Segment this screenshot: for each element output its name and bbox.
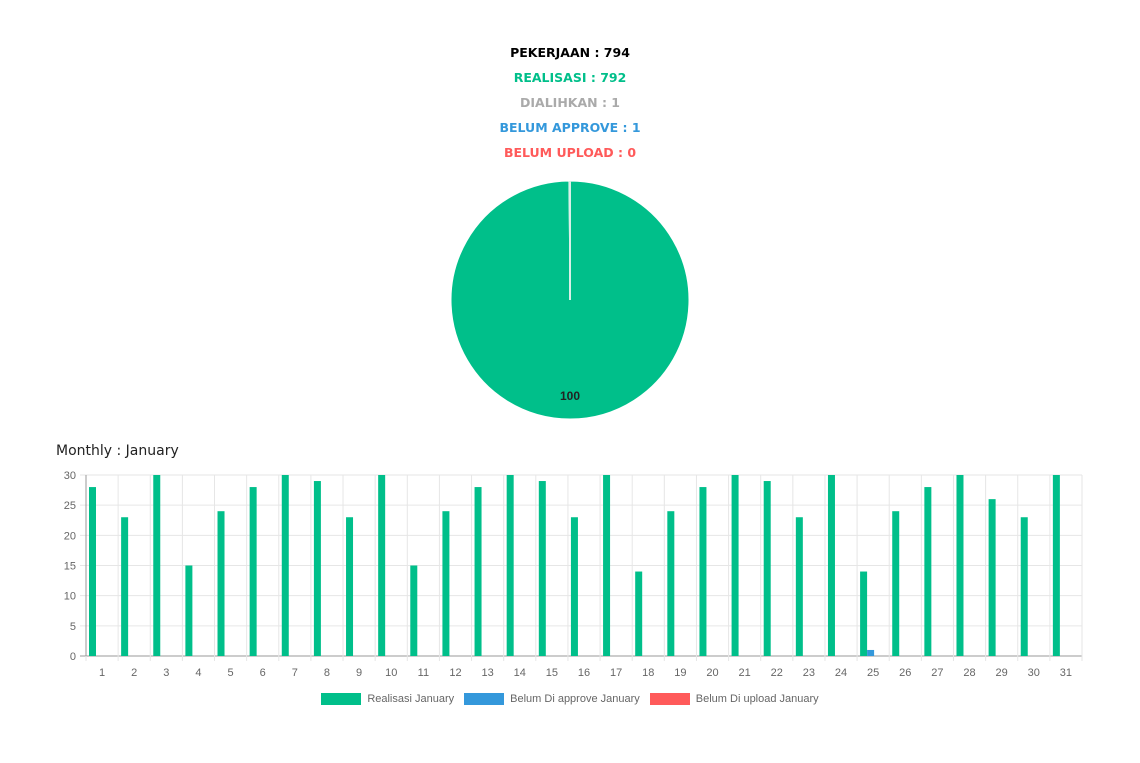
legend-label-realisasi: Realisasi January — [367, 693, 455, 705]
bar-realisasi-january-23[interactable] — [795, 517, 803, 656]
bar-realisasi-january-2[interactable] — [121, 517, 129, 656]
bar-realisasi-january-17[interactable] — [603, 475, 611, 656]
bar-realisasi-january-21[interactable] — [731, 475, 739, 656]
x-tick-label: 10 — [385, 667, 397, 679]
pie-chart: 100 — [450, 180, 690, 420]
bar-realisasi-january-28[interactable] — [956, 475, 964, 656]
x-tick-label: 29 — [996, 667, 1008, 679]
realisasi-total: REALISASI : 792 — [513, 70, 627, 85]
bar-realisasi-january-14[interactable] — [506, 475, 514, 656]
monthly-title: Monthly : January — [56, 443, 179, 459]
x-tick-label: 20 — [706, 667, 718, 679]
x-tick-label: 24 — [835, 667, 847, 679]
x-tick-label: 16 — [578, 667, 590, 679]
dialihkan-total: DIALIHKAN : 1 — [520, 95, 620, 110]
bar-realisasi-january-31[interactable] — [1052, 475, 1060, 656]
legend-swatch-belum-approve — [464, 693, 505, 705]
y-tick-label: 25 — [64, 500, 76, 512]
bar-realisasi-january-10[interactable] — [378, 475, 386, 656]
bar-realisasi-january-6[interactable] — [249, 487, 257, 656]
bar-realisasi-january-27[interactable] — [924, 487, 932, 656]
x-tick-label: 9 — [356, 667, 362, 679]
bar-realisasi-january-11[interactable] — [410, 565, 418, 657]
legend-label-belum-approve: Belum Di approve January — [510, 693, 640, 705]
belum-upload-total: BELUM UPLOAD : 0 — [503, 145, 637, 160]
chart-legend: Realisasi January Belum Di approve Janua… — [0, 693, 1140, 705]
x-tick-label: 11 — [418, 667, 429, 679]
summary-panel: PEKERJAAN : 794 REALISASI : 792 DIALIHKA… — [0, 40, 1140, 165]
bar-realisasi-january-26[interactable] — [892, 511, 900, 656]
legend-item-belum-upload[interactable]: Belum Di upload January — [649, 693, 819, 705]
bar-realisasi-january-30[interactable] — [1020, 517, 1028, 656]
legend-swatch-realisasi — [321, 693, 362, 705]
bar-realisasi-january-20[interactable] — [699, 487, 707, 656]
bar-realisasi-january-16[interactable] — [570, 517, 578, 656]
x-tick-label: 27 — [931, 667, 943, 679]
x-tick-label: 13 — [481, 667, 493, 679]
x-tick-label: 15 — [546, 667, 558, 679]
bar-realisasi-january-5[interactable] — [217, 511, 225, 656]
bar-realisasi-january-4[interactable] — [185, 565, 193, 657]
x-tick-label: 26 — [899, 667, 911, 679]
pie-data-label: 100 — [560, 389, 580, 403]
bar-realisasi-january-12[interactable] — [442, 511, 450, 656]
bar-realisasi-january-15[interactable] — [538, 481, 546, 656]
pekerjaan-total: PEKERJAAN : 794 — [510, 45, 630, 60]
bar-realisasi-january-8[interactable] — [313, 481, 321, 656]
x-tick-label: 7 — [292, 667, 298, 679]
bar-realisasi-january-1[interactable] — [89, 487, 96, 656]
x-tick-label: 8 — [324, 667, 330, 679]
x-tick-label: 19 — [674, 667, 686, 679]
y-tick-label: 15 — [64, 561, 76, 573]
x-tick-label: 28 — [963, 667, 975, 679]
x-tick-label: 12 — [449, 667, 461, 679]
legend-item-belum-approve[interactable]: Belum Di approve January — [464, 693, 640, 705]
x-tick-label: 21 — [739, 667, 751, 679]
x-tick-label: 4 — [195, 667, 201, 679]
x-tick-label: 3 — [163, 667, 169, 679]
belum-approve-total: BELUM APPROVE : 1 — [499, 120, 641, 135]
bar-realisasi-january-13[interactable] — [474, 487, 482, 656]
x-tick-label: 6 — [260, 667, 266, 679]
bar-realisasi-january-29[interactable] — [988, 499, 996, 656]
bar-belum-di-approve-january-25[interactable] — [867, 649, 875, 656]
bar-realisasi-january-9[interactable] — [346, 517, 354, 656]
x-tick-label: 5 — [228, 667, 234, 679]
legend-swatch-belum-upload — [649, 693, 690, 705]
legend-item-realisasi[interactable]: Realisasi January — [321, 693, 454, 705]
x-tick-label: 18 — [642, 667, 654, 679]
x-tick-label: 23 — [803, 667, 815, 679]
x-tick-label: 14 — [514, 667, 526, 679]
x-tick-label: 30 — [1028, 667, 1040, 679]
x-tick-label: 22 — [771, 667, 783, 679]
bar-realisasi-january-18[interactable] — [635, 571, 643, 656]
y-tick-label: 20 — [64, 530, 76, 542]
y-tick-label: 0 — [70, 651, 76, 663]
bar-realisasi-january-3[interactable] — [153, 475, 161, 656]
bar-realisasi-january-22[interactable] — [763, 481, 771, 656]
y-tick-label: 5 — [70, 621, 76, 633]
bar-realisasi-january-19[interactable] — [667, 511, 675, 656]
legend-label-belum-upload: Belum Di upload January — [695, 693, 819, 705]
x-tick-label: 17 — [610, 667, 622, 679]
x-tick-label: 2 — [131, 667, 137, 679]
y-tick-label: 30 — [64, 470, 76, 482]
bar-realisasi-january-7[interactable] — [281, 475, 289, 656]
bar-realisasi-january-25[interactable] — [860, 571, 868, 656]
x-tick-label: 25 — [867, 667, 879, 679]
x-tick-label: 1 — [99, 667, 105, 679]
y-tick-label: 10 — [64, 591, 76, 603]
x-tick-label: 31 — [1060, 667, 1072, 679]
bar-realisasi-january-24[interactable] — [827, 475, 835, 656]
